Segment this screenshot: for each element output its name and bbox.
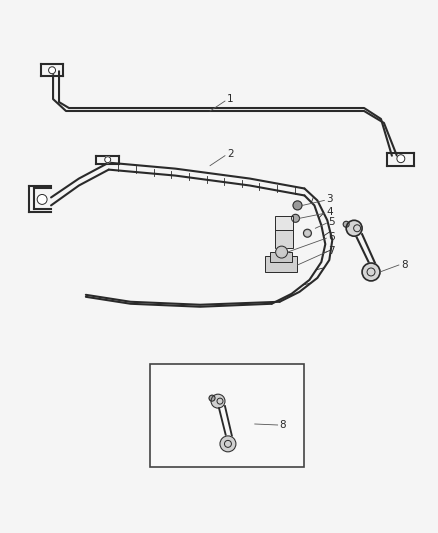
Circle shape bbox=[343, 221, 349, 227]
Text: 1: 1 bbox=[227, 94, 233, 104]
Bar bbox=[275, 216, 293, 230]
Text: 4: 4 bbox=[326, 207, 333, 217]
Circle shape bbox=[49, 67, 56, 74]
Circle shape bbox=[362, 263, 380, 281]
Bar bbox=[265, 256, 297, 272]
Circle shape bbox=[105, 157, 111, 163]
Text: 5: 5 bbox=[328, 217, 335, 227]
Circle shape bbox=[276, 246, 288, 258]
Circle shape bbox=[170, 384, 180, 394]
Circle shape bbox=[346, 220, 362, 236]
Text: 3: 3 bbox=[326, 195, 333, 205]
Text: 7: 7 bbox=[328, 246, 335, 256]
Circle shape bbox=[304, 229, 311, 237]
Bar bbox=[150, 365, 304, 467]
Text: 2: 2 bbox=[227, 149, 233, 159]
Circle shape bbox=[209, 395, 215, 401]
Circle shape bbox=[279, 249, 285, 255]
Circle shape bbox=[292, 214, 300, 222]
Bar bbox=[270, 252, 292, 262]
Circle shape bbox=[183, 447, 193, 457]
Circle shape bbox=[220, 436, 236, 452]
Text: 8: 8 bbox=[279, 420, 286, 430]
Circle shape bbox=[397, 155, 405, 163]
Text: 8: 8 bbox=[401, 260, 407, 270]
Circle shape bbox=[211, 394, 225, 408]
Text: 6: 6 bbox=[328, 232, 335, 242]
Circle shape bbox=[293, 201, 302, 210]
Bar bbox=[275, 226, 293, 248]
Circle shape bbox=[305, 231, 309, 235]
Circle shape bbox=[37, 195, 47, 204]
